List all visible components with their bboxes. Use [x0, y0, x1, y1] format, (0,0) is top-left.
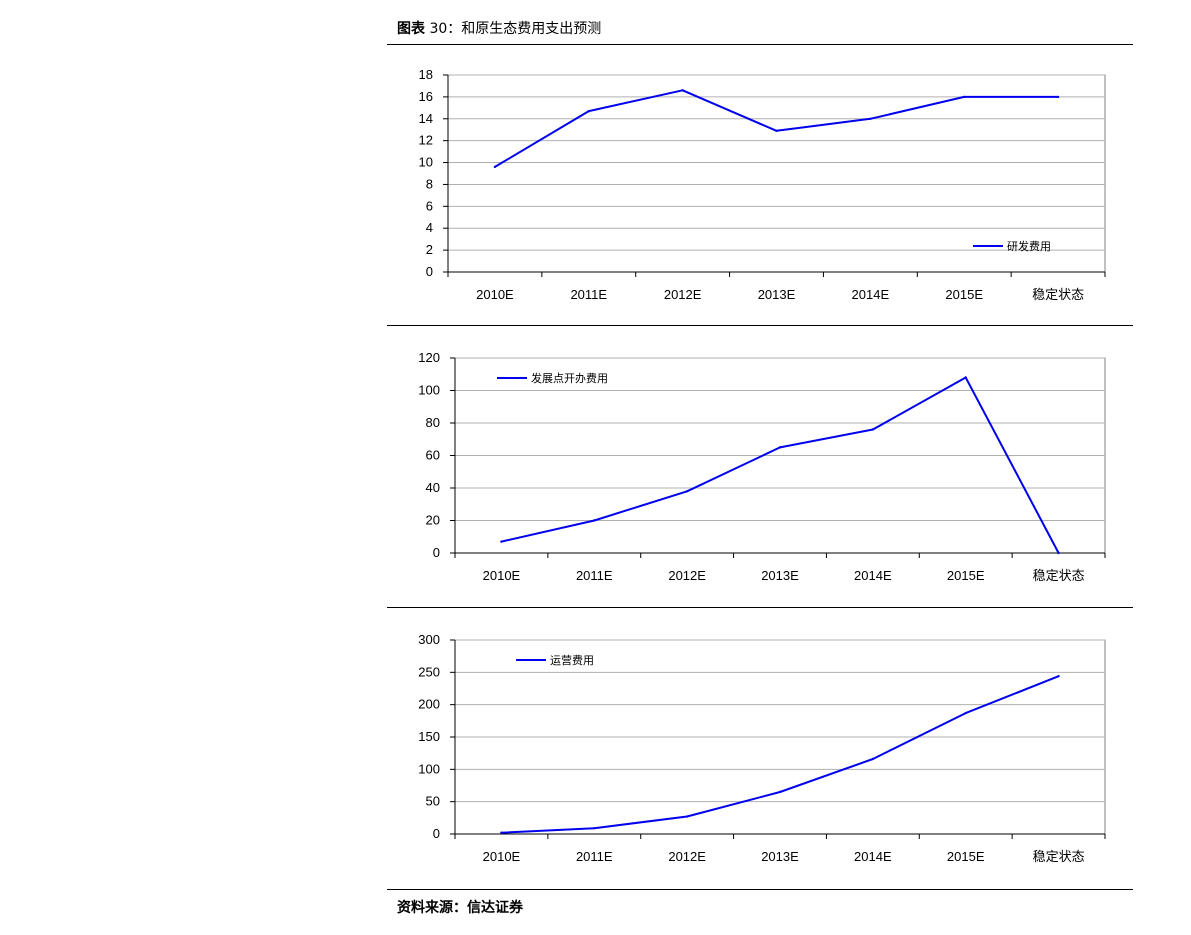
y-tick-label: 10	[419, 155, 433, 170]
x-tick-label: 2014E	[854, 568, 892, 583]
data-point	[500, 540, 503, 543]
header-rule	[387, 44, 1133, 45]
y-tick-label: 80	[426, 415, 440, 430]
data-point	[778, 446, 782, 449]
y-tick-label: 100	[418, 383, 440, 398]
x-tick-label: 2015E	[945, 287, 983, 302]
data-point	[500, 831, 503, 834]
x-tick-label: 2012E	[668, 568, 706, 583]
chart-divider-1	[387, 325, 1133, 326]
x-tick-label: 稳定状态	[1032, 287, 1084, 302]
y-tick-label: 6	[426, 198, 433, 213]
data-point	[685, 815, 689, 818]
x-tick-label: 2011E	[570, 287, 607, 302]
x-tick-label: 2014E	[854, 849, 892, 864]
chart-operating-expense: 0 50 100 150 200 250 300 2010E 2011E 2012E 2013E 20…	[418, 632, 1106, 864]
x-tick-label: 2010E	[483, 568, 521, 583]
x-tick-label: 2013E	[758, 287, 796, 302]
y-tick-label: 60	[426, 448, 440, 463]
chart-rd-expense: 0 2 4 6 8 10 12 14 16 18 2010E 2011E 2012E 2013E 2014E…	[419, 67, 1106, 302]
figure-caption: 图表 30：和原生态费用支出预测	[397, 18, 601, 38]
data-point	[493, 165, 497, 169]
y-tick-label: 12	[419, 133, 433, 148]
x-tick-label: 稳定状态	[1033, 568, 1085, 583]
data-point	[1057, 551, 1060, 555]
y-tick-label: 0	[433, 826, 440, 841]
legend-label: 发展点开办费用	[531, 371, 608, 385]
data-point	[685, 490, 689, 493]
y-tick-label: 120	[418, 350, 440, 365]
data-point	[964, 711, 967, 715]
figure-caption-title: 30：和原生态费用支出预测	[429, 21, 602, 37]
data-point	[869, 117, 872, 120]
y-tick-label: 0	[426, 264, 433, 279]
x-tick-label: 2012E	[664, 287, 702, 302]
y-tick-label: 200	[418, 697, 440, 712]
x-tick-label: 2015E	[947, 849, 985, 864]
x-tick-label: 2010E	[476, 287, 514, 302]
footer-rule	[387, 889, 1133, 890]
x-tick-label: 2013E	[761, 568, 799, 583]
data-point	[775, 129, 778, 133]
x-tick-label: 2012E	[668, 849, 706, 864]
figure-caption-prefix: 图表	[397, 21, 425, 37]
x-tick-label: 2011E	[576, 849, 613, 864]
y-tick-label: 4	[426, 220, 433, 235]
data-point	[964, 376, 967, 379]
y-tick-label: 14	[419, 111, 433, 126]
data-point	[1057, 675, 1060, 678]
chart-divider-2	[387, 607, 1133, 608]
data-point	[1056, 95, 1060, 99]
y-tick-label: 8	[426, 176, 433, 191]
x-tick-label: 2010E	[483, 849, 521, 864]
x-tick-label: 稳定状态	[1033, 849, 1085, 864]
y-tick-label: 16	[419, 89, 433, 104]
legend-label: 研发费用	[1007, 239, 1051, 253]
source-note: 资料来源：信达证券	[397, 900, 523, 916]
legend-label: 运营费用	[550, 653, 594, 667]
data-point	[681, 89, 684, 92]
y-tick-label: 150	[418, 729, 440, 744]
data-point	[593, 519, 596, 522]
x-tick-label: 2011E	[576, 568, 613, 583]
data-point	[778, 790, 782, 794]
data-point	[587, 109, 590, 113]
y-tick-label: 18	[419, 67, 433, 82]
series-line	[501, 675, 1059, 834]
y-tick-label: 250	[418, 664, 440, 679]
data-point	[593, 826, 596, 830]
x-tick-label: 2014E	[852, 287, 890, 302]
data-point	[871, 757, 875, 761]
y-tick-label: 300	[418, 632, 440, 647]
chart-outlet-startup-expense: 0 20 40 60 80 100 120 2010E 2011E 2012E 2013E 2014E…	[418, 350, 1106, 583]
y-tick-label: 2	[426, 242, 433, 257]
y-tick-label: 50	[426, 794, 440, 809]
data-point	[963, 95, 966, 99]
y-tick-label: 100	[418, 761, 440, 776]
x-tick-label: 2015E	[947, 568, 985, 583]
y-tick-label: 0	[433, 545, 440, 560]
y-tick-label: 20	[426, 513, 440, 528]
y-tick-label: 40	[426, 480, 440, 495]
data-point	[871, 428, 875, 431]
x-tick-label: 2013E	[761, 849, 799, 864]
